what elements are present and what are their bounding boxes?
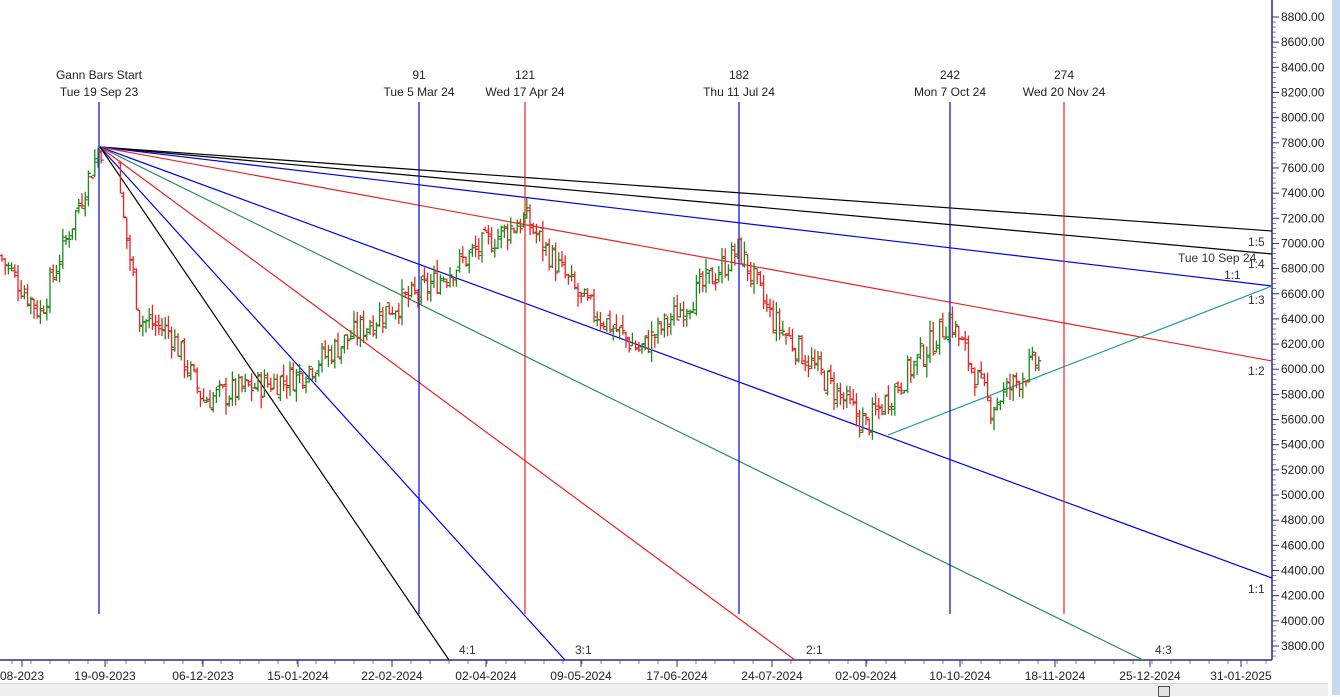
ratio-label-1-1: 1:1 [1248,582,1265,596]
marker-date-182: Thu 11 Jul 24 [703,85,775,99]
ratio-label-4-3: 4:3 [1155,643,1172,657]
x-tick-label: 24-07-2024 [741,669,803,683]
marker-count-91: 91 [412,68,426,82]
marker-date-274: Wed 20 Nov 24 [1023,85,1106,99]
window-edge [1332,0,1340,695]
y-tick-label: 7200.00 [1281,211,1325,225]
fan-line-1-1 [99,146,1273,579]
fan-line-1-5 [99,146,1273,232]
y-tick-label: 5600.00 [1281,413,1325,427]
fan-line-1-3 [99,146,1273,287]
rising-line-1-1 [887,285,1273,436]
y-tick-label: 4200.00 [1281,589,1325,603]
y-tick-label: 5400.00 [1281,438,1325,452]
x-tick-label: 09-05-2024 [550,669,612,683]
horizontal-scrollbar[interactable] [0,683,1328,696]
y-tick-label: 7600.00 [1281,161,1325,175]
x-tick-label: 08-2023 [0,669,44,683]
ratio-label-4-1: 4:1 [459,643,476,657]
y-tick-label: 8600.00 [1281,35,1325,49]
y-axis: 8800.00 8600.00 8400.00 8200.00 8000.00 7800.… [1272,10,1325,657]
y-tick-label: 3800.00 [1281,639,1325,653]
x-tick-label: 15-01-2024 [267,669,329,683]
x-tick-label: 02-09-2024 [835,669,897,683]
y-tick-label: 6800.00 [1281,262,1325,276]
fan-line-1-4 [99,146,1273,255]
y-tick-label: 7400.00 [1281,186,1325,200]
fan-line-1-2 [99,146,1273,362]
scrollbar-thumb[interactable] [1158,686,1170,697]
ratio-label-1-5: 1:5 [1248,235,1265,249]
x-tick-label: 25-12-2024 [1119,669,1181,683]
marker-count-242: 242 [940,68,960,82]
y-tick-label: 7800.00 [1281,136,1325,150]
x-axis: 08-2023 19-09-2023 06-12-2023 15-01-2024 22-… [0,660,1272,683]
y-tick-label: 6000.00 [1281,362,1325,376]
fan-line-3-1 [99,146,566,661]
y-tick-label: 8200.00 [1281,85,1325,99]
marker-title-start: Gann Bars Start [56,68,143,82]
fan-line-4-1 [99,146,450,661]
y-tick-label: 8800.00 [1281,10,1325,24]
y-tick-label: 5800.00 [1281,387,1325,401]
y-tick-label: 7000.00 [1281,236,1325,250]
gann-fan [99,146,1273,661]
marker-count-182: 182 [729,68,749,82]
x-tick-label: 19-09-2023 [74,669,136,683]
ratio-label-1-4: 1:4 [1248,257,1265,271]
x-tick-label: 06-12-2023 [172,669,234,683]
x-tick-label: 17-06-2024 [646,669,708,683]
y-tick-label: 5200.00 [1281,463,1325,477]
fan-line-2-1 [99,146,796,661]
marker-date-242: Mon 7 Oct 24 [914,85,986,99]
marker-count-274: 274 [1054,68,1074,82]
rising-line-date: Tue 10 Sep 24 [1178,251,1257,265]
ratio-label-2-1: 2:1 [806,643,823,657]
y-tick-label: 6400.00 [1281,312,1325,326]
marker-count-121: 121 [515,68,535,82]
y-tick-label: 4600.00 [1281,538,1325,552]
x-tick-label: 18-11-2024 [1025,669,1086,683]
y-tick-label: 4800.00 [1281,513,1325,527]
price-bars [0,147,1042,440]
x-tick-label: 02-04-2024 [455,669,517,683]
y-tick-label: 6200.00 [1281,337,1325,351]
marker-date-121: Wed 17 Apr 24 [485,85,564,99]
ratio-label-1-2: 1:2 [1248,364,1265,378]
y-tick-label: 5000.00 [1281,488,1325,502]
y-tick-label: 4400.00 [1281,564,1325,578]
time-markers [98,102,1065,614]
y-tick-label: 8400.00 [1281,60,1325,74]
fan-line-4-3 [99,146,1144,661]
x-tick-label: 10-10-2024 [929,669,991,683]
ratio-label-3-1: 3:1 [575,643,592,657]
rising-line-ratio: 1:1 [1224,268,1241,282]
x-tick-label: 31-01-2025 [1210,669,1272,683]
y-tick-label: 4000.00 [1281,614,1325,628]
x-tick-label: 22-02-2024 [361,669,423,683]
marker-date-91: Tue 5 Mar 24 [384,85,455,99]
marker-date-start: Tue 19 Sep 23 [60,85,139,99]
y-tick-label: 6600.00 [1281,287,1325,301]
y-tick-label: 8000.00 [1281,111,1325,125]
ratio-label-1-3: 1:3 [1248,293,1265,307]
